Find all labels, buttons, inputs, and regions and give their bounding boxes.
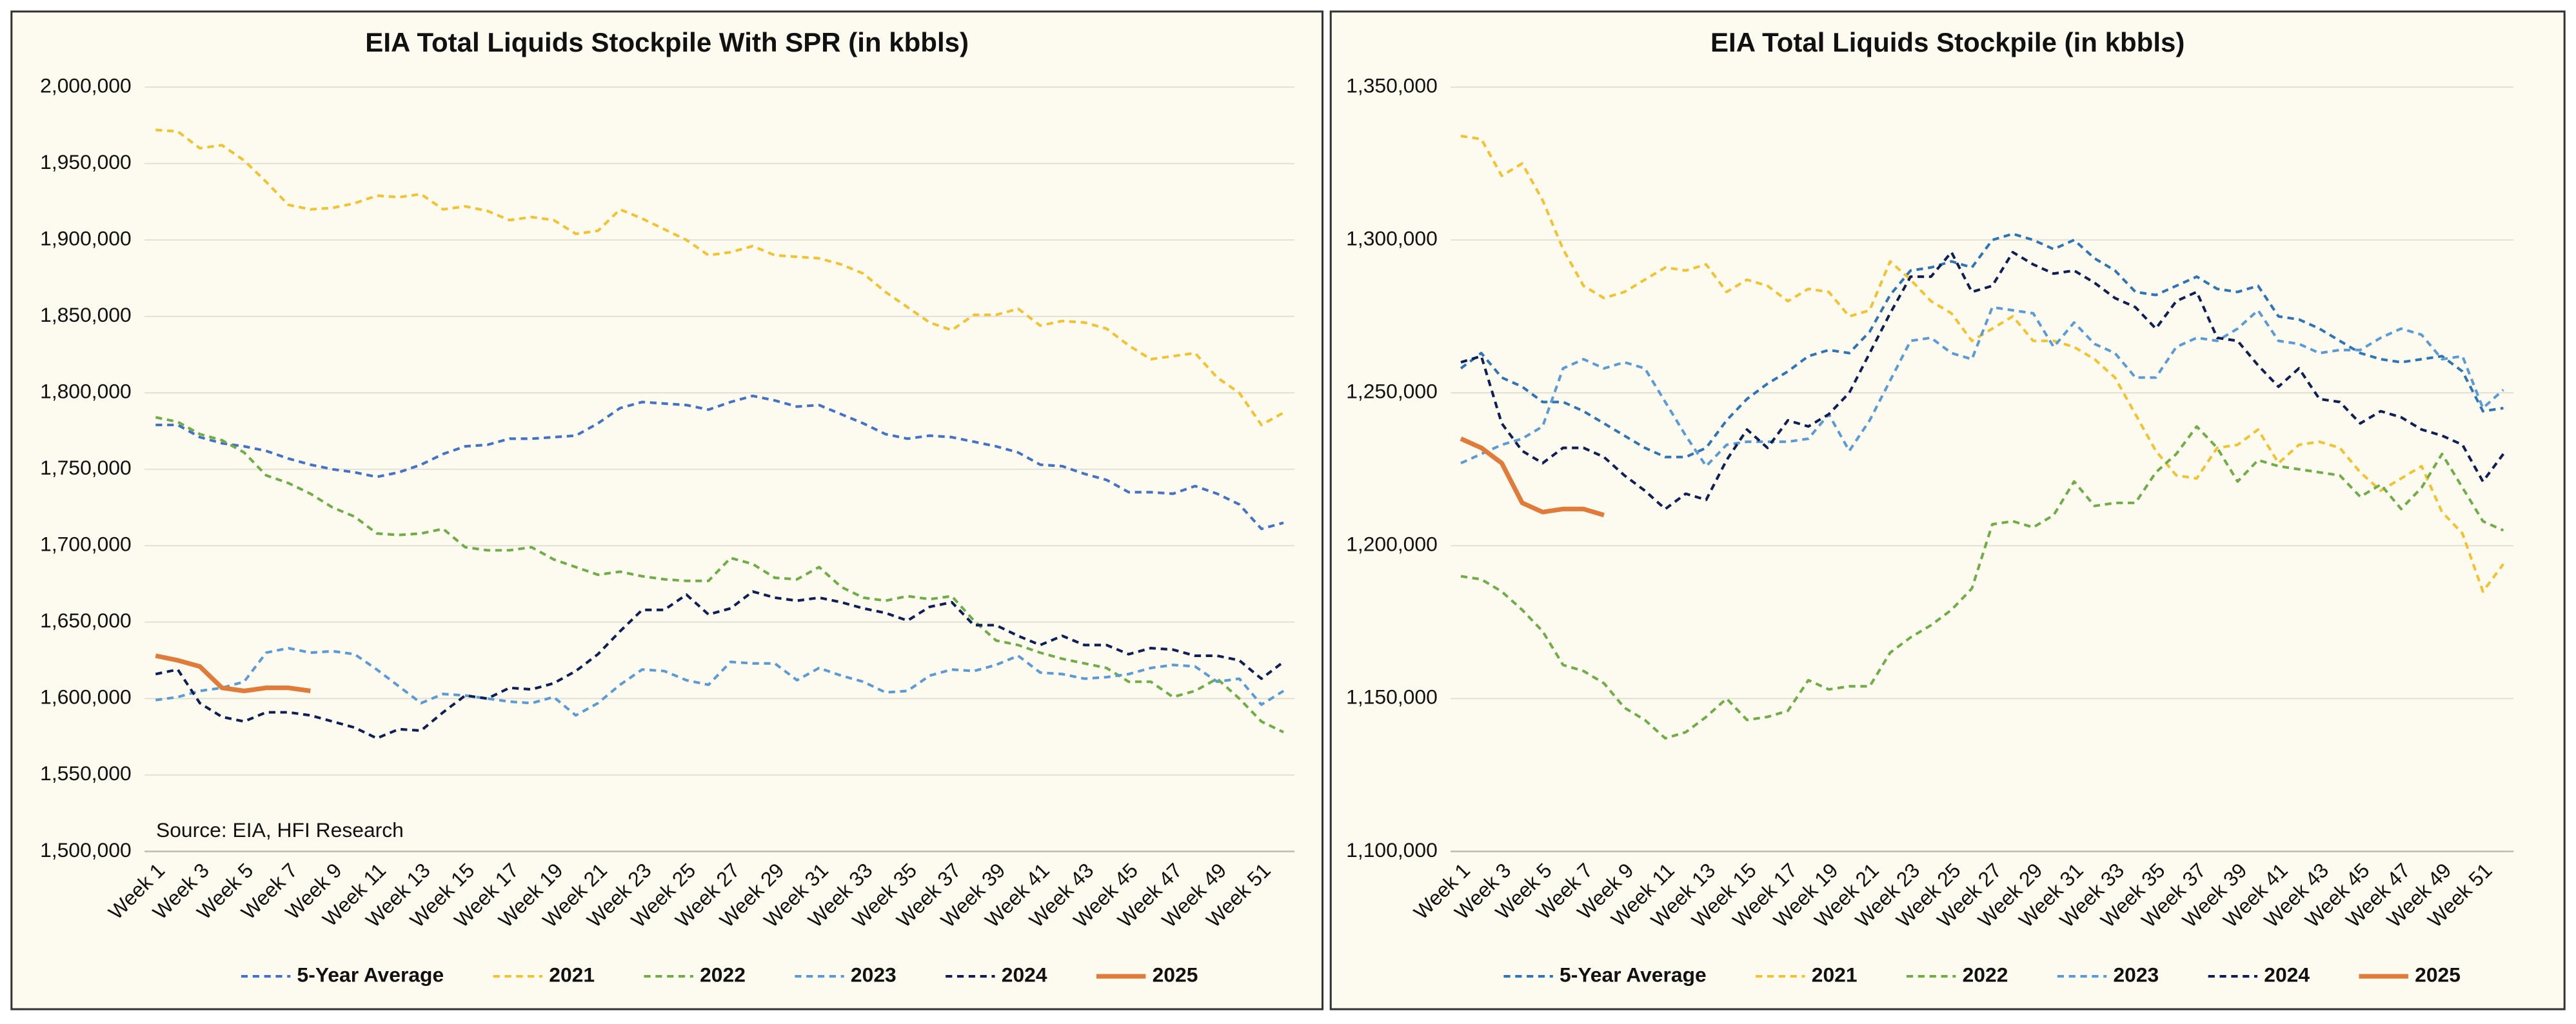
legend: 5-Year Average 2021 2022 2023 2024 2025: [241, 963, 1198, 986]
y-tick-label: 1,900,000: [40, 227, 132, 250]
legend-label: 2022: [700, 963, 746, 986]
chart-title: EIA Total Liquids Stockpile (in kbbls): [1710, 27, 2185, 57]
y-tick-label: 1,600,000: [40, 685, 132, 709]
y-tick-label: 1,150,000: [1346, 685, 1438, 709]
series-line: [1460, 232, 2504, 458]
y-tick-label: 1,300,000: [1346, 227, 1438, 250]
series-line: [155, 128, 1285, 427]
legend-label: 2021: [1812, 963, 1858, 986]
y-tick-label: 1,550,000: [40, 762, 132, 785]
annotation: Source: EIA, HFI Research: [156, 818, 404, 842]
legend-label: 5-Year Average: [1560, 963, 1707, 986]
y-tick-label: 1,500,000: [40, 838, 132, 862]
series-line: [1460, 306, 2504, 468]
y-tick-label: 1,350,000: [1346, 74, 1438, 97]
series-line: [1460, 251, 2504, 511]
chart-title: EIA Total Liquids Stockpile With SPR (in…: [365, 27, 969, 57]
series-line: [155, 653, 311, 694]
series-line: [1460, 437, 1605, 518]
y-tick-label: 1,750,000: [40, 456, 132, 479]
series-line: [1460, 425, 2504, 740]
legend-label: 2024: [1002, 963, 1047, 986]
y-tick-label: 1,650,000: [40, 609, 132, 632]
y-tick-label: 1,200,000: [1346, 533, 1438, 556]
series-line: [155, 394, 1284, 531]
y-tick-label: 2,000,000: [40, 74, 132, 97]
series-line: [155, 647, 1285, 717]
panel: [10, 10, 1324, 1010]
y-tick-label: 1,950,000: [40, 150, 132, 173]
y-tick-label: 1,850,000: [40, 303, 132, 326]
series-line: [155, 590, 1285, 740]
y-tick-label: 1,700,000: [40, 533, 132, 556]
legend: 5-Year Average 2021 2022 2023 2024 2025: [1503, 963, 2461, 986]
legend-label: 5-Year Average: [297, 963, 444, 986]
legend-label: 2025: [1153, 963, 1198, 986]
legend-label: 2025: [2415, 963, 2461, 986]
series-line: [155, 416, 1284, 734]
y-tick-label: 1,800,000: [40, 380, 132, 403]
legend-label: 2021: [549, 963, 595, 986]
legend-label: 2023: [851, 963, 897, 986]
legend-label: 2022: [1963, 963, 2008, 986]
legend-label: 2023: [2113, 963, 2159, 986]
y-tick-label: 1,250,000: [1346, 380, 1438, 403]
y-tick-label: 1,100,000: [1346, 838, 1438, 862]
legend-label: 2024: [2264, 963, 2310, 986]
